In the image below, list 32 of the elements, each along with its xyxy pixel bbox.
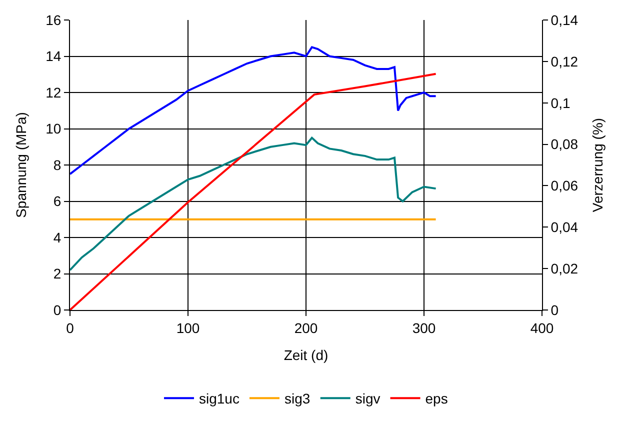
y-tick-label: 12 [46, 84, 62, 100]
y2-tick-label: 0,1 [550, 94, 570, 111]
y-tick-label: 4 [53, 229, 62, 246]
x-axis-title: Zeit (d) [284, 347, 328, 364]
x-tick-label: 300 [412, 320, 436, 336]
y2-tick-label: 0 [550, 302, 559, 318]
line-series [70, 72, 437, 310]
legend-label: sig3 [284, 390, 310, 407]
y-tick-label: 10 [46, 120, 62, 137]
y-tick-label: 0 [53, 302, 62, 318]
y2-tick-label: 0,12 [550, 53, 578, 70]
y-tick-label: 16 [46, 12, 62, 28]
y2-tick-label: 0,02 [550, 260, 578, 276]
x-tick-label: 100 [176, 320, 200, 336]
y2-tick-label: 0,14 [550, 12, 578, 28]
legend-label: sig1uc [199, 390, 240, 407]
line-series [70, 136, 437, 272]
x-tick-label: 0 [66, 320, 74, 336]
y2-tick-label: 0,08 [550, 136, 578, 152]
x-tick-label: 400 [530, 320, 554, 336]
y-tick-label: 8 [53, 156, 62, 173]
x-tick-label: 200 [294, 320, 318, 336]
legend-label: eps [425, 390, 448, 407]
legend-label: sigv [355, 390, 380, 407]
y-axis-title: Spannung (MPa) [13, 112, 30, 218]
y-tick-label: 2 [53, 266, 62, 282]
y-tick-label: 14 [46, 48, 62, 64]
y-tick-label: 6 [53, 193, 62, 210]
line-series [70, 46, 437, 176]
y2-tick-label: 0,06 [550, 178, 578, 194]
y2-tick-label: 0,04 [550, 219, 578, 236]
y2-axis-title: Verzerrung (%) [590, 118, 606, 212]
